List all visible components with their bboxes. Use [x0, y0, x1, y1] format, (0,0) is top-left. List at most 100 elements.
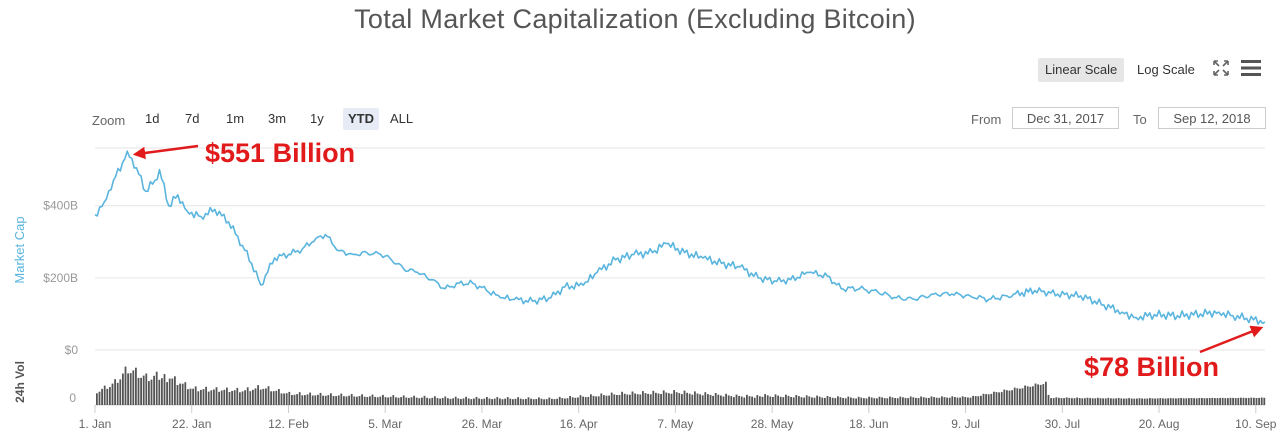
zoom-1y-button[interactable]: 1y	[310, 111, 324, 126]
volume-bar	[228, 392, 231, 405]
volume-bar	[262, 388, 265, 405]
volume-bar	[933, 397, 935, 405]
volume-bar	[834, 398, 837, 405]
volume-bar	[1219, 397, 1221, 405]
volume-bar	[1091, 398, 1094, 405]
volume-bar	[909, 396, 912, 405]
volume-bar	[881, 397, 883, 405]
volume-bar	[1071, 398, 1073, 405]
volume-bar	[621, 391, 623, 405]
volume-bar	[1128, 398, 1130, 405]
volume-bar	[142, 375, 145, 405]
y-tick-label: $400B	[43, 199, 78, 213]
volume-bar	[506, 397, 509, 405]
volume-bar	[1175, 398, 1177, 405]
volume-bar	[192, 388, 194, 405]
volume-bar	[769, 396, 772, 405]
volume-bar	[389, 396, 392, 405]
volume-bar	[792, 397, 795, 405]
volume-bar	[132, 370, 135, 405]
volume-bar	[124, 366, 127, 405]
log-scale-button[interactable]: Log Scale	[1137, 62, 1195, 77]
volume-bar	[257, 385, 259, 405]
volume-bar	[239, 392, 241, 405]
volume-bar	[1143, 398, 1146, 405]
volume-bar	[423, 395, 426, 405]
volume-bar	[1068, 397, 1071, 405]
volume-bar	[753, 397, 756, 405]
volume-bar	[345, 396, 348, 405]
volume-bar	[1149, 398, 1151, 405]
volume-bar	[556, 398, 558, 405]
volume-bar	[977, 396, 980, 405]
volume-bar	[340, 393, 343, 405]
fullscreen-icon[interactable]	[1211, 58, 1231, 78]
volume-bar	[831, 397, 834, 405]
volume-bar	[891, 397, 894, 405]
volume-bar	[278, 389, 280, 405]
zoom-ytd-button[interactable]: YTD	[343, 108, 379, 130]
volume-bar	[530, 398, 532, 405]
volume-bar	[826, 396, 829, 405]
volume-bar	[800, 397, 803, 405]
volume-bar	[122, 373, 124, 405]
y-tick-label: $200B	[43, 271, 78, 285]
volume-bar	[1021, 388, 1024, 405]
volume-bar	[707, 394, 709, 405]
hamburger-menu-icon[interactable]	[1240, 58, 1262, 78]
volume-bar	[1141, 398, 1143, 405]
volume-bar	[400, 397, 402, 405]
volume-bar	[436, 398, 439, 405]
volume-bar	[465, 396, 467, 405]
volume-bar	[795, 395, 798, 405]
volume-bar	[272, 391, 275, 405]
volume-bar	[808, 396, 811, 405]
linear-scale-button[interactable]: Linear Scale	[1038, 58, 1125, 82]
volume-bar	[842, 398, 844, 405]
volume-bar	[951, 396, 954, 405]
volume-bar	[1037, 384, 1039, 405]
zoom-3m-button[interactable]: 3m	[268, 111, 287, 126]
volume-bar	[1136, 398, 1138, 405]
volume-bar	[1154, 398, 1156, 405]
volume-bar	[119, 379, 122, 405]
x-tick-label: 12. Feb	[268, 417, 309, 431]
volume-bar	[608, 395, 610, 405]
volume-bar	[670, 393, 673, 405]
zoom-7d-button[interactable]: 7d	[185, 111, 200, 126]
volume-bar	[1169, 398, 1172, 405]
volume-bar	[636, 394, 639, 405]
volume-bar	[824, 397, 826, 405]
from-date-input[interactable]: Dec 31, 2017	[1012, 107, 1119, 129]
volume-bar	[197, 391, 200, 405]
volume-axis-label: 24h Vol	[13, 361, 27, 403]
volume-bar	[1047, 394, 1050, 405]
zoom-1d-button[interactable]: 1d	[145, 111, 160, 126]
zoom-1m-button[interactable]: 1m	[226, 111, 245, 126]
volume-bar	[337, 395, 340, 405]
volume-bar	[215, 387, 218, 405]
volume-bar	[995, 392, 998, 405]
volume-bar	[140, 377, 142, 405]
volume-bar	[772, 397, 774, 405]
volume-bar	[694, 391, 696, 405]
volume-bar	[889, 396, 891, 405]
volume-bar	[618, 395, 621, 405]
volume-bar	[449, 398, 452, 405]
volume-bar	[993, 391, 995, 405]
to-date-input[interactable]: Sep 12, 2018	[1158, 107, 1266, 129]
volume-bar	[1039, 384, 1042, 405]
volume-bar	[374, 396, 376, 405]
volume-bar	[990, 393, 993, 405]
volume-bar	[821, 397, 824, 405]
x-tick-label: 30. Jul	[1045, 417, 1080, 431]
volume-bar	[1255, 398, 1258, 405]
volume-bar	[1078, 398, 1081, 405]
volume-bar	[545, 399, 548, 405]
volume-bar	[798, 396, 800, 405]
zoom-all-button[interactable]: ALL	[390, 111, 414, 126]
volume-bar	[1221, 397, 1224, 405]
volume-bar	[1032, 386, 1034, 405]
volume-bar	[1034, 383, 1037, 405]
